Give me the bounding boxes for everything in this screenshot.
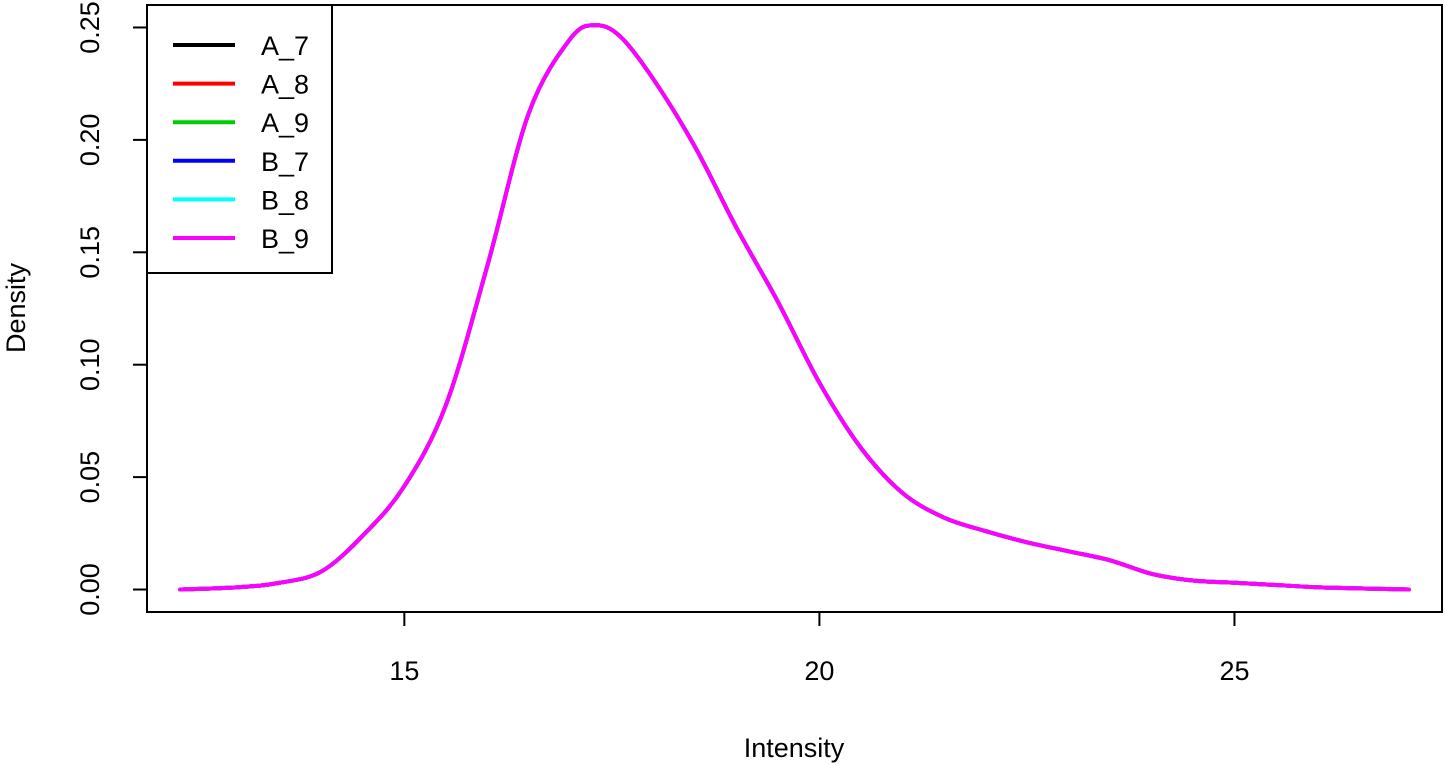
y-axis: 0.00 0.05 0.10 0.15 0.20 0.25 <box>75 1 148 616</box>
series-line-a-7 <box>178 23 1411 592</box>
x-tick-label: 15 <box>389 656 419 686</box>
series-line-b-9 <box>178 23 1411 592</box>
legend-label: B_7 <box>261 147 309 177</box>
series-line-a-9 <box>178 23 1411 592</box>
legend-label: A_8 <box>261 70 309 100</box>
y-tick-label: 0.05 <box>75 451 105 504</box>
legend-label: A_7 <box>261 31 309 61</box>
y-tick-label: 0.15 <box>75 226 105 279</box>
series-line-b-7 <box>178 23 1411 592</box>
y-tick-label: 0.00 <box>75 563 105 616</box>
y-tick-label: 0.20 <box>75 114 105 167</box>
x-tick-label: 20 <box>804 656 834 686</box>
plot-frame <box>146 4 1443 613</box>
legend-label: B_8 <box>261 185 309 215</box>
x-tick-label: 25 <box>1219 656 1249 686</box>
series-line-b-8 <box>178 23 1411 592</box>
series-layer <box>178 23 1411 592</box>
y-tick-label: 0.10 <box>75 338 105 391</box>
legend: A_7 A_8 A_9 B_7 B_8 B_9 <box>146 4 333 274</box>
legend-box <box>146 4 333 274</box>
y-axis-label: Density <box>1 262 31 353</box>
y-tick-label: 0.25 <box>75 1 105 54</box>
series-line-a-8 <box>178 23 1411 592</box>
legend-label: B_9 <box>261 224 309 254</box>
legend-label: A_9 <box>261 108 309 138</box>
x-axis-label: Intensity <box>744 733 845 763</box>
x-axis: 15 20 25 <box>389 611 1249 686</box>
